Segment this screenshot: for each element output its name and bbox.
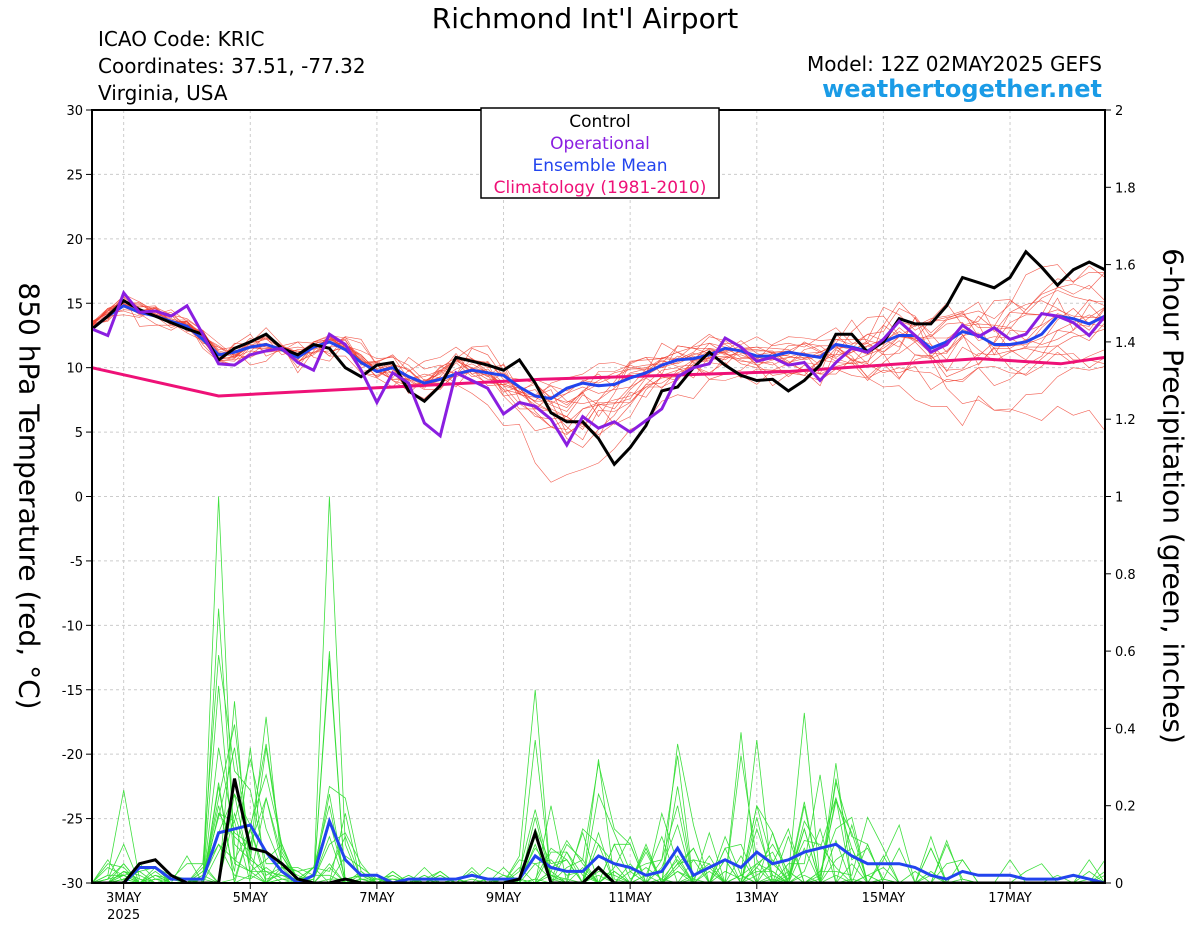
climatology-line [92, 355, 1105, 398]
temp-member-line [92, 296, 1105, 418]
tick-label-bottom: 17MAY [988, 891, 1032, 906]
tick-label-bottom-year: 2025 [107, 908, 140, 923]
tick-label-right: 0 [1115, 877, 1123, 892]
tick-label-left: 10 [66, 362, 83, 377]
location: Virginia, USA [98, 81, 228, 105]
legend-entry: Climatology (1981-2010) [494, 178, 707, 198]
tick-label-right: 0.6 [1115, 645, 1136, 660]
temp-member-line [92, 284, 1105, 405]
tick-label-left: -10 [62, 619, 83, 634]
temp-member-line [92, 302, 1105, 483]
precip-member-line [92, 701, 1105, 883]
tick-label-bottom: 15MAY [862, 891, 906, 906]
temp-operational-line [92, 289, 1105, 448]
temp-member-line [92, 264, 1105, 439]
site-link[interactable]: weathertogether.net [822, 75, 1102, 103]
model-run: Model: 12Z 02MAY2025 GEFS [807, 52, 1102, 76]
legend-entry: Ensemble Mean [532, 156, 667, 176]
tick-label-left: -25 [62, 813, 83, 828]
tick-label-bottom: 11MAY [608, 891, 652, 906]
tick-label-left: -15 [62, 684, 83, 699]
precip-member-line [92, 786, 1105, 883]
temp-member-line [92, 305, 1105, 428]
tick-label-left: -5 [70, 555, 83, 570]
tick-label-right: 0.4 [1115, 722, 1136, 737]
coordinates: Coordinates: 37.51, -77.32 [98, 54, 366, 78]
legend-entry: Operational [550, 134, 650, 154]
tick-label-left: 30 [66, 104, 83, 119]
temp-control-line [92, 249, 1105, 467]
tick-label-bottom: 3MAY [106, 891, 141, 906]
left-axis-label: 850 hPa Temperature (red, °C) [12, 282, 46, 710]
tick-label-left: 0 [75, 491, 83, 506]
tick-label-left: -20 [62, 748, 83, 763]
tick-label-right: 1 [1115, 491, 1123, 506]
precip-member-line [92, 743, 1105, 883]
tick-label-right: 0.2 [1115, 800, 1136, 815]
precip-member-line [92, 724, 1105, 883]
chart-title: Richmond Int'l Airport [431, 2, 739, 35]
precip-member-line [92, 739, 1105, 883]
precip-control-line [92, 778, 1105, 883]
tick-label-right: 1.2 [1115, 413, 1136, 428]
tick-label-bottom: 9MAY [486, 891, 521, 906]
temp-member-line [92, 293, 1105, 396]
temp-member-line [92, 302, 1105, 410]
tick-label-bottom: 13MAY [735, 891, 779, 906]
tick-label-right: 0.8 [1115, 568, 1136, 583]
precip-mean-line [92, 816, 1105, 883]
tick-label-left: 20 [66, 233, 83, 248]
tick-label-left: -30 [62, 877, 83, 892]
precip-member-line [92, 800, 1105, 883]
tick-label-bottom: 7MAY [359, 891, 394, 906]
temp-member-line [92, 296, 1105, 432]
tick-label-left: 5 [75, 426, 83, 441]
legend-entry: Control [569, 112, 630, 132]
tick-label-right: 1.8 [1115, 181, 1136, 196]
precip-member-line [92, 651, 1105, 883]
precip-member-line [92, 654, 1105, 883]
precip-member-line [92, 747, 1105, 883]
tick-label-left: 25 [66, 168, 83, 183]
legend-box [480, 107, 720, 199]
right-axis-label: 6-hour Precipitation (green, inches) [1156, 248, 1190, 744]
tick-label-right: 1.4 [1115, 336, 1136, 351]
tick-label-bottom: 5MAY [233, 891, 268, 906]
precip-member-line [92, 747, 1105, 883]
icao-code: ICAO Code: KRIC [98, 27, 265, 51]
tick-label-right: 1.6 [1115, 259, 1136, 274]
temp-member-line [92, 304, 1105, 425]
temp-member-line [92, 301, 1105, 424]
tick-label-right: 2 [1115, 104, 1123, 119]
tick-label-left: 15 [66, 297, 83, 312]
